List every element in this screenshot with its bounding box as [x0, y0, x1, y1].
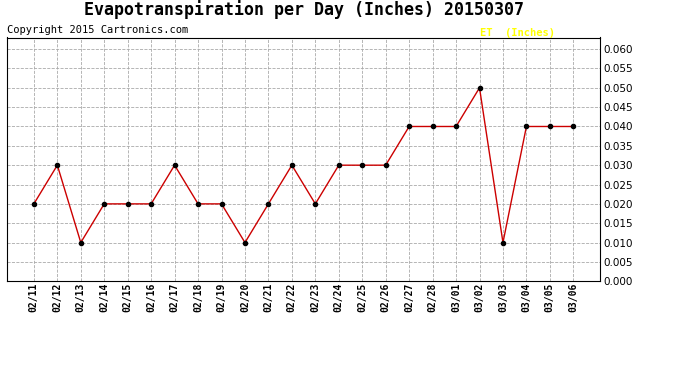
- Text: Copyright 2015 Cartronics.com: Copyright 2015 Cartronics.com: [7, 25, 188, 35]
- Title: Evapotranspiration per Day (Inches) 20150307: Evapotranspiration per Day (Inches) 2015…: [83, 0, 524, 19]
